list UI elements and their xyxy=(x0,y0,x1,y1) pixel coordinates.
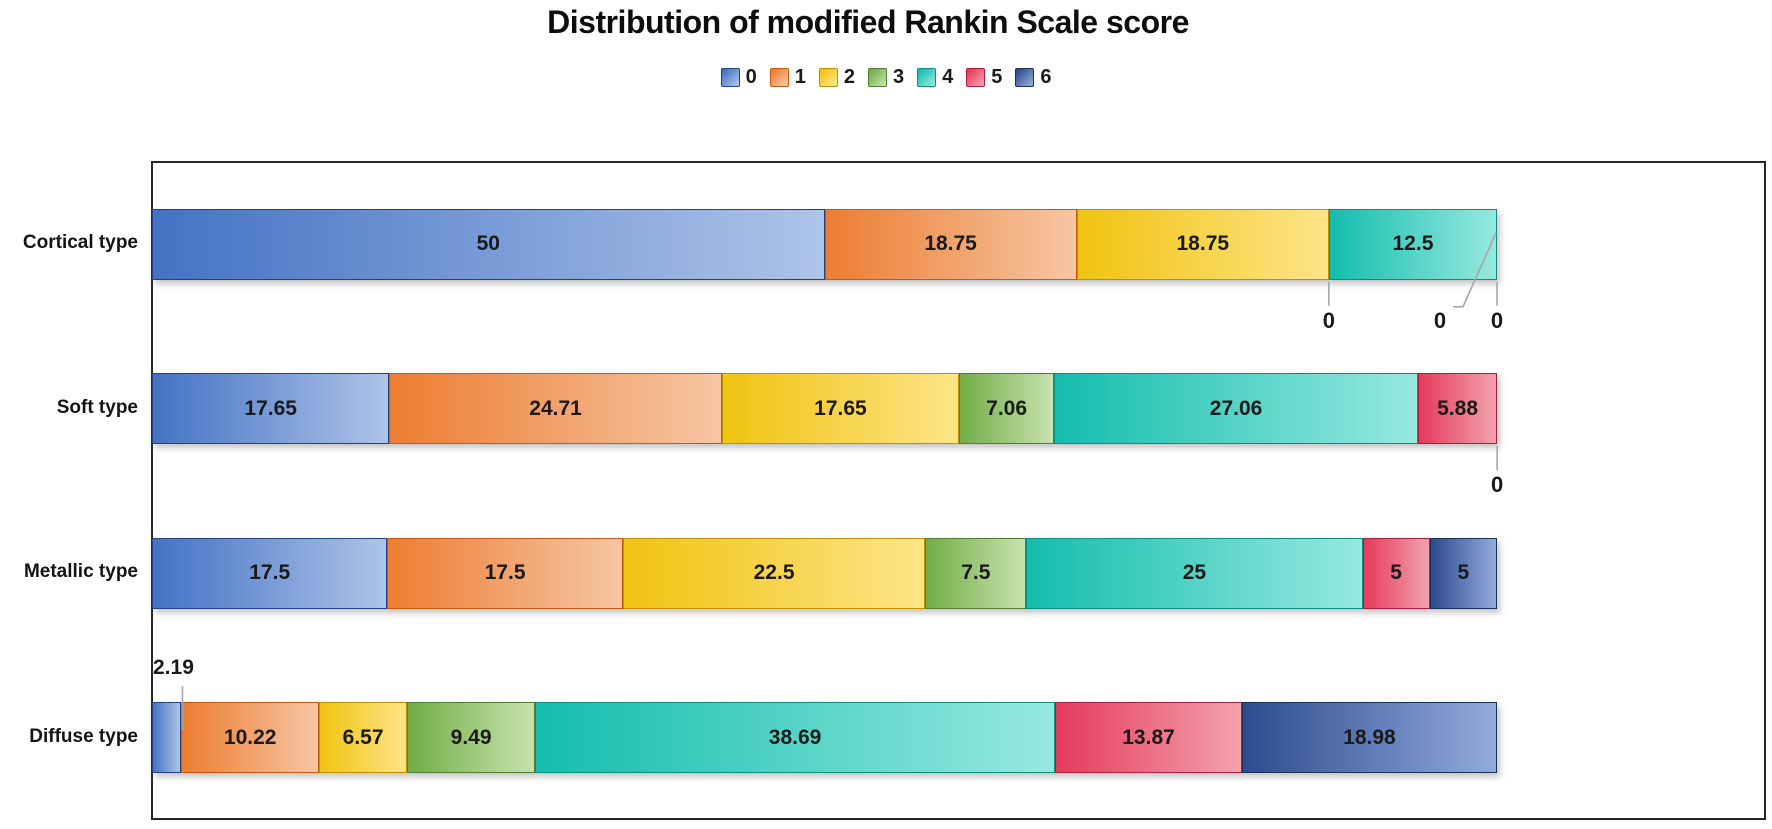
legend-item: 2 xyxy=(818,66,855,89)
legend-label: 2 xyxy=(843,66,855,88)
bar-segment: 6.57 xyxy=(318,702,408,774)
legend-label: 6 xyxy=(1040,66,1052,88)
legend-swatch-icon xyxy=(917,68,937,87)
legend-label: 3 xyxy=(892,66,905,88)
bar-segment: 5.88 xyxy=(1418,373,1498,445)
data-label: 22.5 xyxy=(753,561,795,585)
legend-item: 0 xyxy=(720,66,757,89)
legend-item: 1 xyxy=(769,66,806,89)
data-label: 38.69 xyxy=(768,725,822,749)
data-label: 9.49 xyxy=(450,725,492,749)
bar-segment: 5 xyxy=(1429,537,1497,609)
zero-value-label: 0 xyxy=(1322,307,1335,333)
data-label: 7.06 xyxy=(986,396,1028,420)
data-label: 25 xyxy=(1182,561,1207,585)
data-label: 5 xyxy=(1390,561,1402,585)
bar-segment: 22.5 xyxy=(622,537,926,609)
bar-row: 10.22 6.57 9.49 38.69 13.87 18.98 xyxy=(152,702,1498,774)
bar-segment: 25 xyxy=(1026,537,1363,609)
plot-area-frame xyxy=(151,161,1766,820)
legend-swatch-icon xyxy=(720,68,740,87)
data-label: 12.5 xyxy=(1392,232,1434,256)
bar-segment: 50 xyxy=(152,208,825,280)
data-label: 7.5 xyxy=(961,561,991,585)
legend-label: 0 xyxy=(745,66,757,88)
legend-swatch-icon xyxy=(966,68,986,87)
category-label: Cortical type xyxy=(22,232,138,254)
bar-segment: 5 xyxy=(1362,537,1430,609)
bar-segment: 17.65 xyxy=(152,373,390,445)
legend-item: 4 xyxy=(917,66,953,89)
bar-row: 17.5 17.5 22.5 7.5 25 5 5 xyxy=(152,537,1497,609)
data-label: 6.57 xyxy=(342,725,384,749)
data-label: 17.5 xyxy=(249,561,291,585)
data-label: 18.98 xyxy=(1343,725,1396,749)
data-label: 5 xyxy=(1457,561,1470,585)
legend-swatch-icon xyxy=(1015,68,1035,87)
bar-segment: 7.06 xyxy=(959,373,1055,445)
legend-label: 1 xyxy=(794,66,806,88)
legend: 0 1 2 3 4 5 6 xyxy=(0,66,1772,89)
data-label: 17.65 xyxy=(244,396,297,420)
data-label: 17.5 xyxy=(484,561,526,585)
category-label: Soft type xyxy=(56,396,138,418)
category-label: Diffuse type xyxy=(29,725,138,747)
bar-segment: 10.22 xyxy=(181,702,319,774)
bar-segment: 18.98 xyxy=(1241,702,1498,774)
data-label: 24.71 xyxy=(529,396,582,420)
bar-segment: 7.5 xyxy=(925,537,1027,609)
bar-segment: 24.71 xyxy=(389,373,722,445)
data-label: 5.88 xyxy=(1437,396,1478,420)
bar-row: 17.65 24.71 17.65 7.06 27.06 5.88 xyxy=(152,373,1498,445)
bar-segment: 13.87 xyxy=(1055,702,1242,774)
bar-segment: 17.5 xyxy=(387,537,623,609)
legend-swatch-icon xyxy=(867,68,887,87)
bar-segment: 38.69 xyxy=(534,702,1056,774)
legend-swatch-icon xyxy=(818,68,838,87)
bar-row: 50 18.75 18.75 12.5 xyxy=(152,208,1497,280)
zero-value-label: 0 xyxy=(1433,307,1447,333)
data-label: 10.22 xyxy=(223,725,277,749)
zero-value-label: 0 xyxy=(1490,307,1504,333)
category-label: Metallic type xyxy=(23,561,138,583)
chart-title: Distribution of modified Rankin Scale sc… xyxy=(547,4,1189,40)
legend-swatch-icon xyxy=(769,68,789,87)
data-label: 27.06 xyxy=(1209,396,1263,420)
zero-value-label: 0 xyxy=(1491,472,1504,498)
legend-item: 6 xyxy=(1015,66,1051,89)
data-label: 18.75 xyxy=(924,232,977,256)
legend-label: 4 xyxy=(942,66,954,88)
data-label: 50 xyxy=(476,232,500,256)
legend-label: 5 xyxy=(991,66,1003,88)
legend-item: 3 xyxy=(867,66,905,89)
bar-segment: 18.75 xyxy=(824,208,1077,280)
bar-segment: 17.65 xyxy=(721,373,960,445)
legend-item: 5 xyxy=(966,66,1002,89)
data-label: 13.87 xyxy=(1122,725,1175,749)
bar-segment xyxy=(152,702,182,774)
data-label: 18.75 xyxy=(1176,232,1230,256)
bar-segment: 27.06 xyxy=(1054,373,1419,445)
data-label: 17.65 xyxy=(814,396,867,420)
bar-segment: 12.5 xyxy=(1328,208,1497,280)
bar-segment: 18.75 xyxy=(1076,208,1329,280)
bar-segment: 9.49 xyxy=(407,702,535,774)
data-label-outside: 2.19 xyxy=(153,656,194,680)
bar-segment: 17.5 xyxy=(152,537,388,609)
